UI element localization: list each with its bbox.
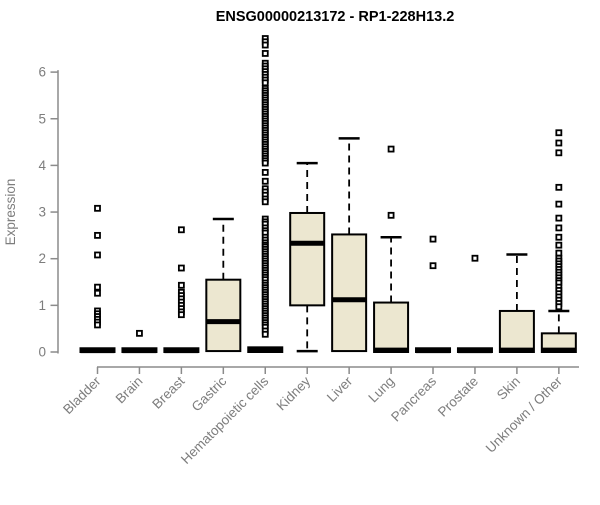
box-rect [498,309,535,353]
outlier-point [429,235,437,243]
boxplot-unknown-other [540,129,577,353]
outlier-point [261,79,269,87]
outlier-point [261,168,269,176]
outlier-point [94,204,101,212]
outlier-point [555,214,563,222]
outlier-point [94,251,101,259]
outlier-point [387,211,395,219]
outlier-point [261,330,269,338]
outlier-point [555,129,563,137]
boxplot-hematopoietic-cells [247,35,284,353]
x-tick-label: Lung [365,374,397,406]
outlier-point [471,254,479,262]
x-tick-label: Brain [113,374,146,407]
outlier-point [94,283,101,291]
x-tick-label: Kidney [274,373,314,413]
y-axis-title: Expression [3,179,18,246]
x-tick-label: Bladder [60,373,104,417]
outlier-point [555,149,563,157]
outlier-point [177,226,185,234]
outlier-point [94,289,101,297]
outlier-point [177,264,185,272]
x-tick-label: Liver [324,373,356,405]
y-tick-label: 2 [38,251,46,266]
box-rect [205,278,242,353]
boxplot-liver [331,137,368,353]
boxplot-pancreas [415,235,452,354]
y-tick-label: 4 [38,158,46,173]
y-tick-label: 6 [38,65,46,80]
boxplot-kidney [289,161,326,353]
outlier-point [261,50,269,57]
outlier-point [136,329,143,337]
outlier-point [555,200,563,208]
boxplot-bladder [79,204,116,354]
chart-title: ENSG00000213172 - RP1-228H13.2 [216,9,455,25]
outlier-point [387,145,395,153]
outlier-point [555,139,563,147]
box-rect [373,301,410,353]
outlier-point [555,233,563,241]
box-rect [331,233,368,353]
outlier-point [429,262,437,270]
outlier-point [261,198,269,206]
outlier-point [94,231,101,239]
boxplot-lung [373,145,410,353]
outlier-point [261,159,269,167]
outlier-point [177,281,185,289]
x-tick-label: Prostate [435,374,481,420]
y-tick-label: 0 [38,345,46,360]
outlier-point [555,183,563,191]
boxplot-skin [498,253,535,353]
x-tick-label: Pancreas [388,373,439,424]
outlier-point [555,241,563,249]
y-tick-label: 5 [38,111,46,126]
outlier-point [261,177,269,185]
outlier-point [94,321,101,329]
x-tick-label: Gastric [189,373,230,414]
outlier-point [555,224,563,232]
boxplot-gastric [205,217,242,353]
boxplot-brain [121,329,158,354]
boxplot-breast [163,226,200,354]
outlier-point [177,311,185,319]
x-tick-label: Unknown / Other [483,373,566,456]
box-rect [289,211,326,307]
outlier-point [261,41,269,49]
y-tick-label: 1 [38,298,46,313]
outlier-point [555,303,563,311]
y-tick-label: 3 [38,205,46,220]
x-tick-label: Breast [149,373,187,411]
boxplot-prostate [456,254,493,354]
x-tick-label: Skin [494,374,523,403]
